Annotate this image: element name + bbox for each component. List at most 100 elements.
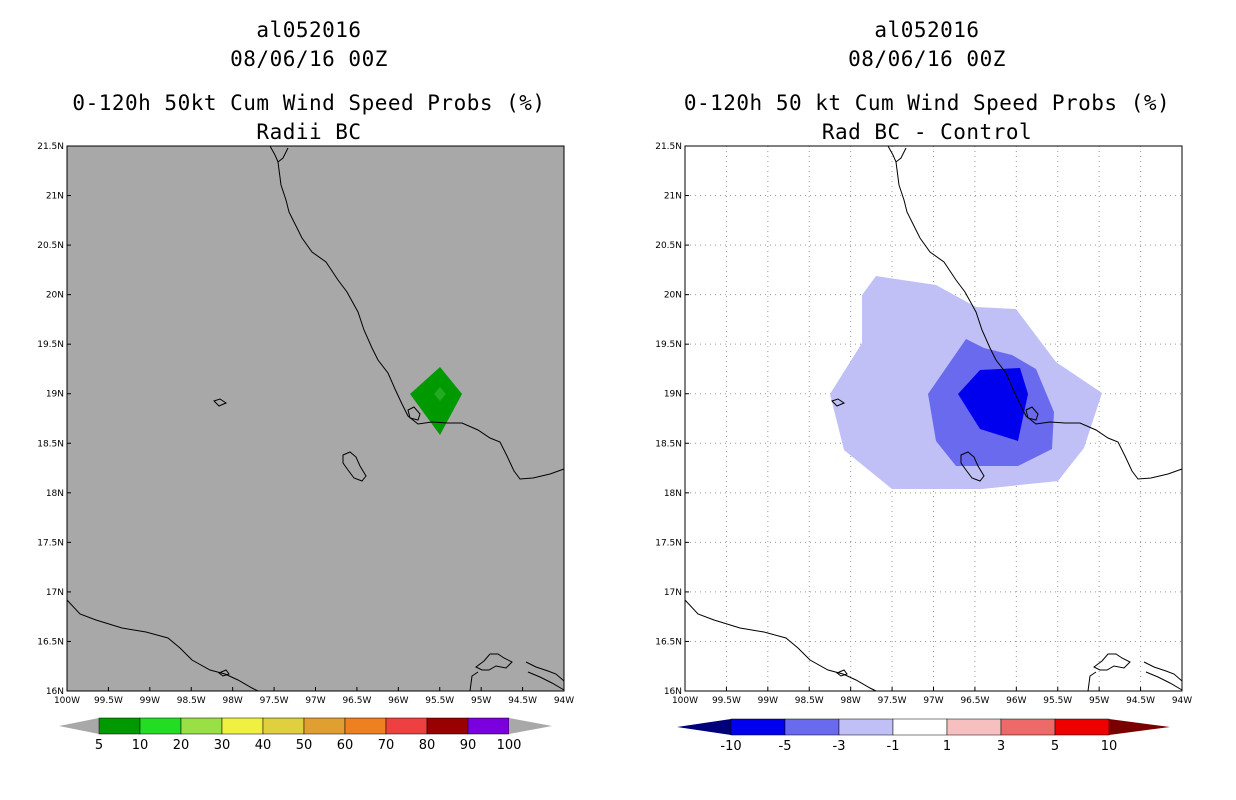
map-background <box>67 146 564 691</box>
lat-tick-label: 17.5N <box>37 538 64 548</box>
colorbar-swatch <box>892 718 948 736</box>
left-panel: al052016 08/06/16 00Z 0-120h 50kt Cum Wi… <box>37 18 574 753</box>
lat-tick-label: 16N <box>46 687 64 697</box>
lat-tick-label: 20.5N <box>37 241 64 251</box>
colorbar-swatch <box>139 717 182 735</box>
colorbar-under-triangle <box>677 719 731 735</box>
lon-tick-label: 95W <box>1089 696 1109 706</box>
coastline <box>66 145 565 692</box>
colorbar-swatch <box>180 717 223 735</box>
colorbar-swatch <box>221 717 264 735</box>
lat-tick-label: 18.5N <box>655 439 682 449</box>
colorbar-label: 10 <box>1101 739 1118 754</box>
colorbar-label: 50 <box>296 738 313 753</box>
probability-region-center <box>434 387 446 401</box>
axis-ticks: 21.5N 21N 20.5N 20N 19.5N 19N 18.5N 18N 17.5N 17N… <box>37 142 574 706</box>
colorbar-label: 5 <box>1051 739 1059 754</box>
colorbar-label: 20 <box>173 738 190 753</box>
lon-tick-label: 96W <box>1006 696 1026 706</box>
lat-tick-label: 19.5N <box>655 340 682 350</box>
lon-tick-label: 94.5W <box>1126 696 1155 706</box>
lat-tick-label: 17N <box>664 588 682 598</box>
lon-tick-label: 99W <box>758 696 778 706</box>
colorbar-label: 70 <box>378 738 395 753</box>
right-panel: al052016 08/06/16 00Z 0-120h 50 kt Cum W… <box>618 0 1236 800</box>
storm-id-title: al052016 <box>256 18 362 42</box>
lat-tick-label: 17N <box>46 588 64 598</box>
lon-tick-label: 97W <box>923 696 943 706</box>
colorbar-over-triangle <box>509 718 552 734</box>
product-title: 0-120h 50 kt Cum Wind Speed Probs (%) <box>683 91 1171 115</box>
colorbar-swatch <box>98 717 141 735</box>
lon-tick-label: 95W <box>471 696 491 706</box>
datetime-title: 08/06/16 00Z <box>230 47 388 71</box>
lat-tick-label: 20N <box>46 291 64 301</box>
axis-ticks: 21.5N 21N 20.5N 20N 19.5N 19N 18.5N 18N 17.5N 17N… <box>655 142 1192 706</box>
lat-tick-label: 21N <box>664 192 682 202</box>
lon-tick-label: 95.5W <box>1043 696 1072 706</box>
lon-tick-label: 97.5W <box>878 696 907 706</box>
colorbar-under-triangle <box>59 718 99 734</box>
lon-tick-label: 100W <box>672 696 698 706</box>
probability-region-5-10 <box>410 367 462 435</box>
colorbar-swatch <box>262 717 305 735</box>
colorbar-label: 100 <box>497 738 522 753</box>
lon-tick-label: 99.5W <box>712 696 741 706</box>
colorbar-label: 60 <box>337 738 354 753</box>
lat-tick-label: 17.5N <box>655 538 682 548</box>
colorbar-swatch <box>426 717 469 735</box>
lon-tick-label: 98W <box>840 696 860 706</box>
datetime-title: 08/06/16 00Z <box>848 47 1006 71</box>
lon-tick-label: 100W <box>54 696 80 706</box>
colorbar-label: 3 <box>997 739 1005 754</box>
lon-tick-label: 98.5W <box>795 696 824 706</box>
coastline <box>684 145 1183 692</box>
lat-tick-label: 20N <box>664 291 682 301</box>
lon-tick-label: 94.5W <box>508 696 537 706</box>
colorbar-label: -3 <box>833 739 846 754</box>
colorbar-label: 1 <box>943 739 951 754</box>
colorbar-label: -5 <box>779 739 792 754</box>
lon-tick-label: 99.5W <box>94 696 123 706</box>
lat-tick-label: 20.5N <box>655 241 682 251</box>
lon-tick-label: 94W <box>554 696 574 706</box>
colorbar-over-triangle <box>1109 719 1170 735</box>
colorbar-label: 30 <box>214 738 231 753</box>
lon-tick-label: 94W <box>1172 696 1192 706</box>
colorbar: 5 10 20 30 40 50 60 70 80 90 100 <box>59 717 552 753</box>
lon-tick-label: 98.5W <box>177 696 206 706</box>
colorbar-swatch <box>946 718 1002 736</box>
colorbar-swatch <box>344 717 387 735</box>
storm-id-title: al052016 <box>874 18 980 42</box>
lon-tick-label: 96W <box>388 696 408 706</box>
colorbar: -10 -5 -3 -1 1 3 5 10 <box>677 718 1170 754</box>
colorbar-label: 10 <box>132 738 149 753</box>
lat-tick-label: 19N <box>46 390 64 400</box>
colorbar-label: 90 <box>460 738 477 753</box>
lat-tick-label: 18N <box>46 489 64 499</box>
lat-tick-label: 16N <box>664 687 682 697</box>
left-map-figure: 21.5N 21N 20.5N 20N 19.5N 19N 18.5N 18N 17.5N 17N… <box>37 142 574 753</box>
lon-tick-label: 99W <box>140 696 160 706</box>
lon-tick-label: 97.5W <box>260 696 289 706</box>
lat-tick-label: 16.5N <box>655 637 682 647</box>
colorbar-swatch <box>1054 718 1110 736</box>
lon-tick-label: 97W <box>305 696 325 706</box>
colorbar-label: 5 <box>95 738 103 753</box>
colorbar-label: 40 <box>255 738 272 753</box>
colorbar-swatch <box>784 718 840 736</box>
subtitle: Radii BC <box>256 120 362 144</box>
colorbar-swatch <box>1000 718 1056 736</box>
lat-tick-label: 21N <box>46 192 64 202</box>
subtitle: Rad BC - Control <box>821 120 1033 144</box>
colorbar-label: 80 <box>419 738 436 753</box>
lat-tick-label: 18N <box>664 489 682 499</box>
colorbar-swatch <box>467 717 510 735</box>
right-map-figure: 21.5N 21N 20.5N 20N 19.5N 19N 18.5N 18N 17.5N 17N… <box>655 142 1192 754</box>
colorbar-label: -1 <box>887 739 900 754</box>
lat-tick-label: 16.5N <box>37 637 64 647</box>
colorbar-label: -10 <box>720 739 741 754</box>
colorbar-swatch <box>385 717 428 735</box>
colorbar-swatch <box>303 717 346 735</box>
colorbar-swatch <box>838 718 894 736</box>
